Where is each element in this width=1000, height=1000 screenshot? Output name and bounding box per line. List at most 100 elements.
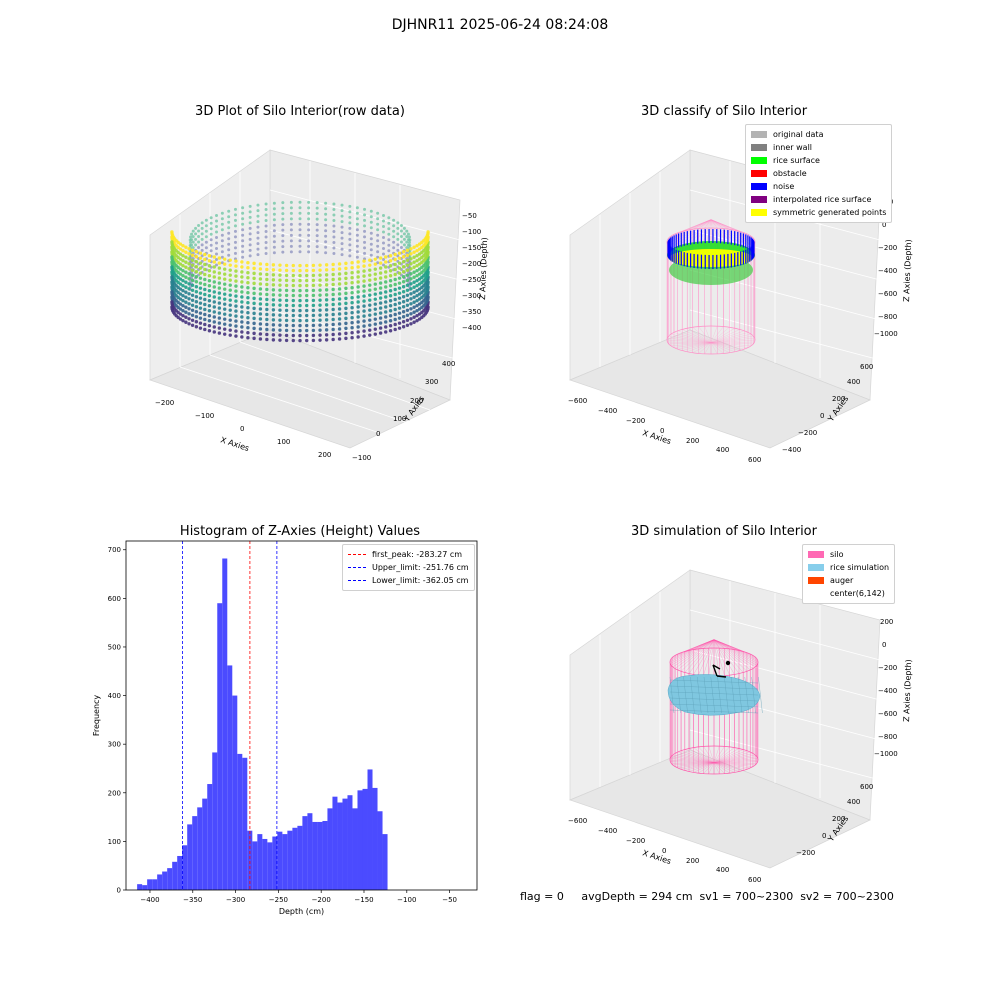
point-marker xyxy=(227,231,231,235)
histogram-bar xyxy=(367,769,373,890)
silo-roof-line xyxy=(713,639,740,674)
point-marker xyxy=(220,250,224,254)
point-marker xyxy=(278,333,282,337)
point-marker xyxy=(298,222,302,226)
point-marker xyxy=(200,237,204,241)
histogram-bar xyxy=(312,821,318,890)
point-marker xyxy=(393,287,397,292)
point-marker xyxy=(417,287,422,291)
point-marker xyxy=(307,222,311,226)
histogram-bar xyxy=(257,834,263,890)
point-marker xyxy=(409,252,413,256)
silo-floor-line xyxy=(670,761,715,763)
point-marker xyxy=(305,323,309,328)
point-marker xyxy=(405,273,410,277)
point-marker xyxy=(392,240,396,244)
point-marker xyxy=(289,233,293,237)
point-marker xyxy=(278,323,282,327)
point-marker xyxy=(368,268,372,272)
silo-floor-line xyxy=(713,762,740,772)
point-marker xyxy=(408,238,412,242)
histogram-bar xyxy=(307,813,313,890)
point-marker xyxy=(324,207,328,211)
point-marker xyxy=(217,271,222,275)
point-marker xyxy=(368,293,372,297)
point-marker xyxy=(190,232,194,236)
point-marker xyxy=(223,327,227,331)
simulation-ytick: −200 xyxy=(796,849,815,857)
point-marker xyxy=(227,220,231,224)
point-marker xyxy=(405,240,409,244)
point-marker xyxy=(417,247,422,251)
simulation-y-ticks: −200 0 200 400 600 xyxy=(796,783,873,857)
silo-roof-line xyxy=(693,639,715,675)
point-marker xyxy=(337,327,342,331)
point-marker xyxy=(331,277,335,282)
point-marker xyxy=(412,310,416,314)
point-marker xyxy=(337,297,342,301)
point-marker xyxy=(246,270,250,275)
point-marker xyxy=(368,263,372,267)
legend-label: noise xyxy=(773,182,795,191)
point-marker xyxy=(397,296,402,300)
silo-floor-line xyxy=(672,754,715,763)
point-marker xyxy=(409,272,413,276)
point-marker xyxy=(405,308,410,312)
point-marker xyxy=(284,288,289,293)
point-marker xyxy=(194,290,199,294)
point-marker xyxy=(415,283,419,288)
point-marker xyxy=(291,338,295,343)
point-marker xyxy=(212,320,216,324)
point-marker xyxy=(271,268,276,272)
point-marker xyxy=(362,274,366,278)
point-marker xyxy=(393,282,397,287)
point-marker xyxy=(181,298,185,303)
point-marker xyxy=(241,233,245,237)
point-marker xyxy=(203,277,207,282)
point-marker xyxy=(324,229,328,233)
point-marker xyxy=(401,310,406,314)
point-marker xyxy=(369,209,373,213)
status-footer: flag = 0 avgDepth = 294 cm sv1 = 700~230… xyxy=(520,890,894,903)
point-marker xyxy=(258,282,263,286)
classify-ytick: 600 xyxy=(860,363,873,371)
point-marker xyxy=(348,204,352,208)
point-marker xyxy=(311,283,316,288)
silo-floor-line xyxy=(698,342,712,354)
silo-floor-line xyxy=(710,341,755,343)
point-marker xyxy=(409,297,413,301)
point-marker xyxy=(181,303,185,308)
point-marker xyxy=(396,232,400,236)
point-marker xyxy=(170,305,174,309)
point-marker xyxy=(252,311,256,316)
point-marker xyxy=(207,329,212,333)
point-marker xyxy=(324,201,328,205)
histogram-bar xyxy=(177,855,183,890)
legend-swatch xyxy=(751,157,767,164)
point-marker xyxy=(289,222,293,226)
point-marker xyxy=(217,301,222,305)
histogram-bar xyxy=(337,802,343,890)
point-marker xyxy=(315,206,319,210)
histogram-xlabel: Depth (cm) xyxy=(279,907,324,916)
silo-roof-line xyxy=(713,639,720,676)
point-marker xyxy=(315,245,319,249)
point-marker xyxy=(291,273,295,278)
point-marker xyxy=(315,201,319,205)
legend-line-swatch xyxy=(348,554,366,555)
point-marker xyxy=(348,226,352,230)
point-marker xyxy=(355,217,359,221)
point-marker xyxy=(401,325,406,329)
silo-roof-line xyxy=(713,639,744,673)
point-marker xyxy=(378,266,383,270)
point-marker xyxy=(337,312,342,316)
point-marker xyxy=(190,248,195,252)
point-marker xyxy=(240,315,244,319)
point-marker xyxy=(298,338,302,343)
silo-floor-line xyxy=(708,746,715,763)
silo-floor-line xyxy=(688,762,715,772)
point-marker xyxy=(215,257,219,261)
silo-floor-line xyxy=(713,753,754,763)
point-marker xyxy=(298,244,302,248)
silo-floor-line xyxy=(688,748,715,763)
